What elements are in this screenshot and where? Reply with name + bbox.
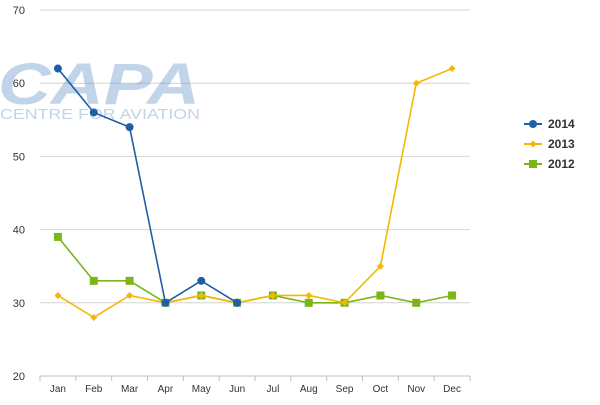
y-tick-label-40: 40 <box>13 225 25 237</box>
y-tick-label-20: 20 <box>13 371 25 383</box>
data-point-2014-jan <box>53 64 62 73</box>
legend-label-2012: 2012 <box>548 157 575 171</box>
data-point-2012-aug <box>304 298 313 307</box>
y-tick-label-70: 70 <box>13 5 25 17</box>
data-point-2012-mar <box>125 276 134 285</box>
x-tick-label-jun: Jun <box>229 384 245 395</box>
data-point-2012-dec <box>448 291 457 300</box>
data-point-2012-nov <box>412 298 421 307</box>
data-point-2013-dec <box>448 65 456 73</box>
legend: 2014 2013 2012 <box>524 117 575 171</box>
x-tick-label-nov: Nov <box>407 384 425 395</box>
x-tick-label-jul: Jul <box>267 384 280 395</box>
data-point-2014-may <box>197 276 206 285</box>
data-point-2013-oct <box>376 262 384 270</box>
data-point-2012-feb <box>89 276 98 285</box>
legend-label-2013: 2013 <box>548 137 575 151</box>
data-point-2014-apr <box>161 298 170 307</box>
grid-layer <box>40 9 470 304</box>
data-point-2014-jun <box>233 298 242 307</box>
data-point-2013-aug <box>305 291 313 299</box>
x-tick-label-aug: Aug <box>300 384 318 395</box>
series-2014 <box>53 64 242 307</box>
data-point-2014-feb <box>89 108 98 117</box>
data-point-2013-may <box>197 291 205 299</box>
legend-item-2014: 2014 <box>524 117 575 131</box>
y-tick-label-50: 50 <box>13 151 25 163</box>
x-tick-label-oct: Oct <box>373 384 389 395</box>
series-line-2014 <box>57 68 238 305</box>
legend-label-2014: 2014 <box>548 117 575 131</box>
data-point-2013-jul <box>269 291 277 299</box>
legend-item-2013: 2013 <box>524 137 575 151</box>
watermark-logo: CAPA <box>0 52 200 117</box>
x-tick-label-mar: Mar <box>121 384 139 395</box>
series-layer <box>53 64 457 321</box>
legend-marker-2014 <box>529 120 537 128</box>
axis-layer: 20 30 40 50 60 70 Jan Feb Mar Apr May Jun Jul Aug Sep O… <box>13 5 471 395</box>
data-point-2014-mar <box>125 123 134 132</box>
data-point-2013-mar <box>126 291 134 299</box>
capa-watermark: CAPA CENTRE FOR AVIATION <box>0 52 200 123</box>
data-point-2012-jan <box>53 232 62 241</box>
legend-marker-2012 <box>529 160 537 168</box>
series-2013 <box>54 65 456 321</box>
data-point-2013-jan <box>54 291 62 299</box>
x-tick-label-jan: Jan <box>50 384 66 395</box>
x-tick-label-may: May <box>192 384 211 395</box>
x-tick-label-sep: Sep <box>336 384 354 395</box>
x-tick-label-feb: Feb <box>85 384 103 395</box>
series-2012 <box>53 232 457 307</box>
legend-item-2012: 2012 <box>524 157 575 171</box>
x-tick-label-apr: Apr <box>158 384 174 395</box>
y-tick-label-60: 60 <box>13 78 25 90</box>
series-line-2013 <box>57 67 453 319</box>
legend-marker-2013 <box>529 140 537 148</box>
data-point-2013-sep <box>341 299 349 307</box>
data-point-2013-nov <box>412 79 420 87</box>
data-point-2013-feb <box>90 313 98 321</box>
y-tick-label-30: 30 <box>13 298 25 310</box>
data-point-2012-oct <box>376 291 385 300</box>
x-tick-label-dec: Dec <box>443 384 461 395</box>
series-line-2012 <box>57 236 453 304</box>
